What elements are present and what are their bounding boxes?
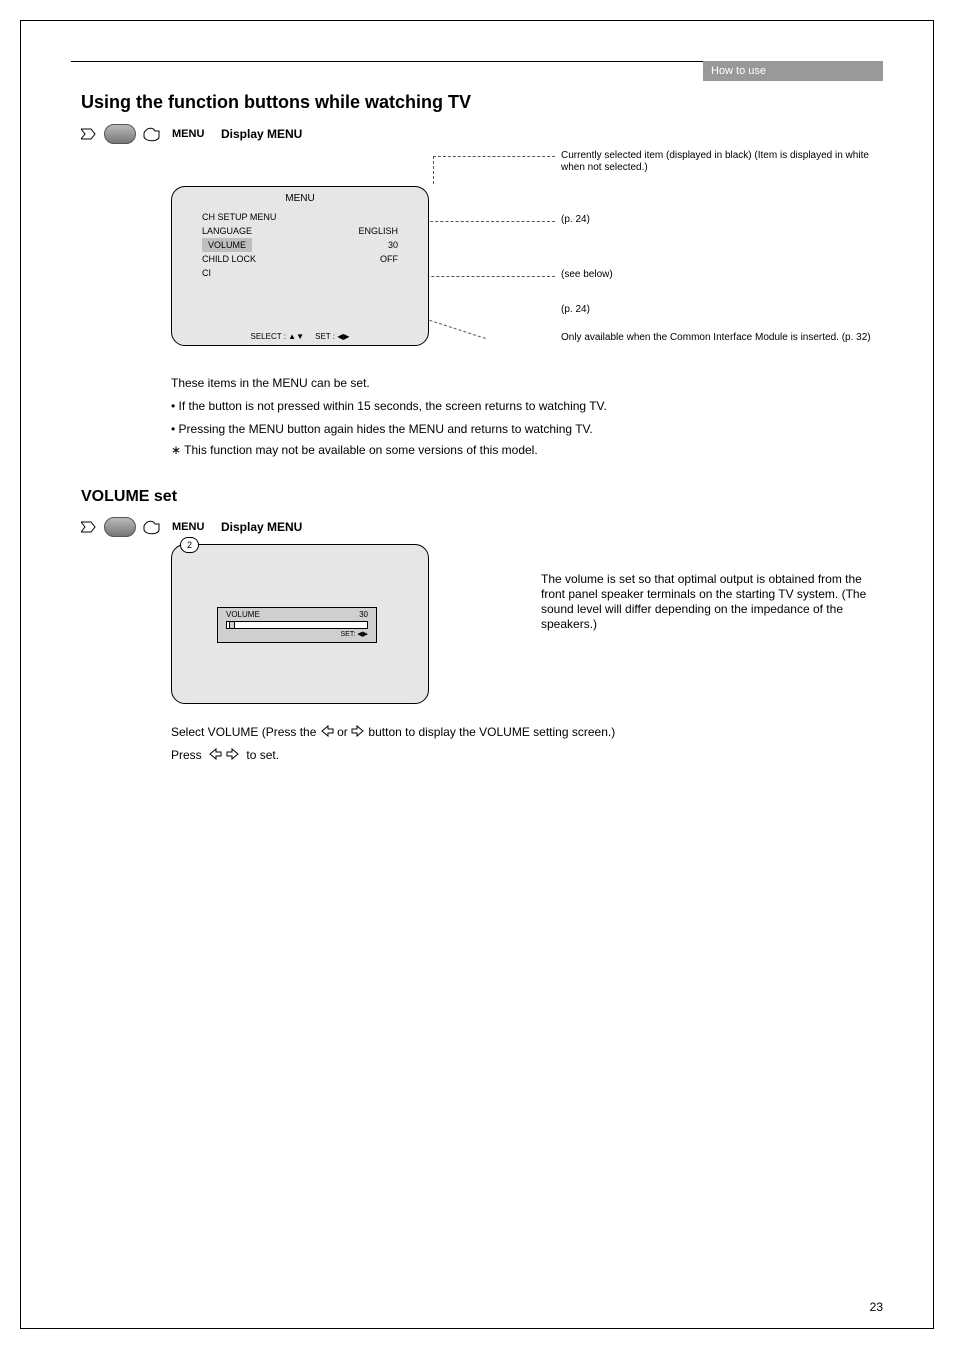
pointing-hand-icon [141, 123, 165, 145]
volume-overlay: VOLUME 30 SET: ◀▶ [217, 607, 377, 643]
volume-label: VOLUME [226, 610, 260, 619]
menu-button-icon [104, 124, 136, 144]
osd-menu-item: CH SETUP MENU [202, 210, 398, 224]
osd-menu-item-selected: VOLUME 30 [202, 238, 398, 252]
right-arrow-icon [351, 725, 365, 741]
step2-caption: Display MENU [221, 520, 883, 534]
osd-menu-footer: SELECT : ▲▼ SET : ◀▶ [172, 332, 428, 341]
volume-bar [226, 621, 368, 629]
header-tab: How to use [703, 61, 883, 81]
left-arrow-icon [208, 748, 222, 764]
osd-menu-list: CH SETUP MENU LANGUAGE ENGLISH VOLUME 30… [202, 210, 398, 280]
volume-overlay-footer: SET: ◀▶ [226, 630, 368, 638]
leader-line [415, 221, 555, 222]
volume-value: 30 [359, 610, 368, 619]
chevron-icon [81, 127, 99, 141]
page-number: 23 [870, 1300, 883, 1314]
menu-button-label: MENU [172, 521, 204, 533]
osd-menu-item: LANGUAGE ENGLISH [202, 224, 398, 238]
step1-caption: Display MENU [221, 127, 883, 141]
page-title: Using the function buttons while watchin… [81, 92, 883, 113]
channel-badge: 2 [180, 537, 199, 553]
osd-volume-screen: 2 VOLUME 30 SET: ◀▶ [171, 544, 429, 704]
callout-volume-ref: (see below) [561, 269, 613, 281]
menu-button-label: MENU [172, 128, 204, 140]
header-tab-label: How to use [703, 65, 766, 77]
leader-line [433, 156, 434, 184]
right-arrow-icon [226, 748, 240, 764]
step2-side-text: The volume is set so that optimal output… [541, 572, 883, 632]
menu-button-icon [104, 517, 136, 537]
osd-menu-item: CHILD LOCK OFF [202, 252, 398, 266]
volume-bar-handle [229, 621, 235, 629]
left-arrow-icon [320, 725, 334, 741]
osd-menu-screen: MENU CH SETUP MENU LANGUAGE ENGLISH VOLU… [171, 186, 429, 346]
callout-language-ref: (p. 24) [561, 214, 590, 226]
chevron-icon [81, 520, 99, 534]
step2-adjust-instructions: Select VOLUME (Press the or button to di… [171, 724, 883, 764]
osd-menu-title: MENU [172, 193, 428, 204]
callout-ci-ref: Only available when the Common Interface… [561, 332, 871, 344]
callout-childlock-ref: (p. 24) [561, 304, 590, 316]
step1-explanation: These items in the MENU can be set. • If… [171, 376, 771, 458]
callout-selected-item: Currently selected item (displayed in bl… [561, 150, 883, 174]
pointing-hand-icon [141, 516, 165, 538]
leader-line [433, 156, 555, 157]
osd-menu-item: CI [202, 266, 398, 280]
step2-title: VOLUME set [81, 488, 883, 506]
